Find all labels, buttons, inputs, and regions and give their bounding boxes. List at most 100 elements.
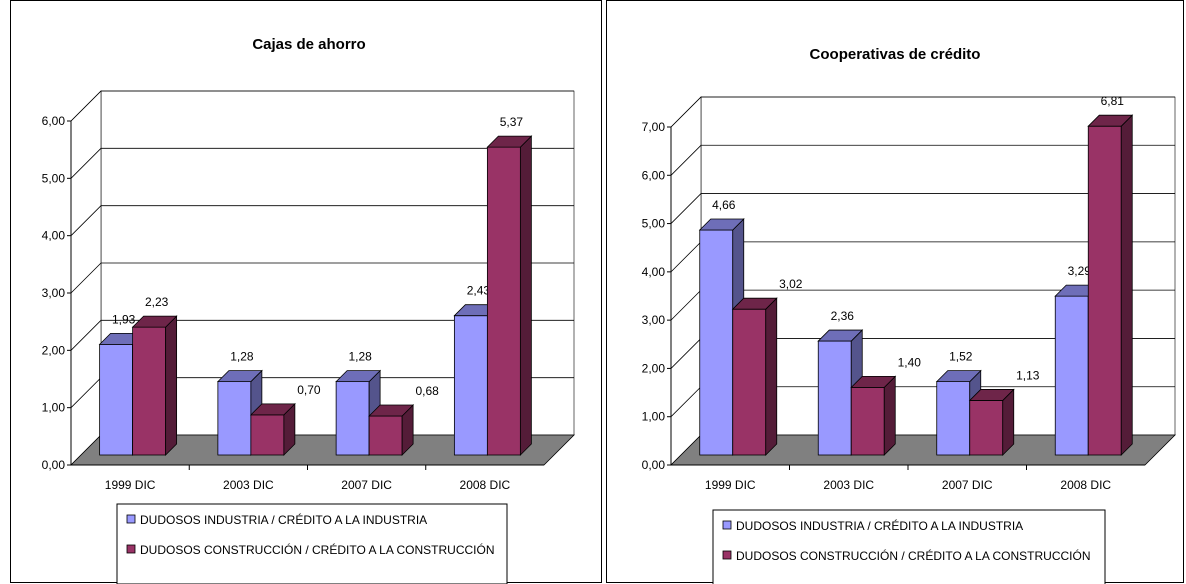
data-label: 1,93	[112, 312, 136, 326]
bar-top	[968, 389, 1015, 401]
y-tick-label: 4,00	[42, 229, 66, 243]
bar-front	[99, 343, 134, 456]
bar-top	[850, 375, 897, 388]
data-label: 3,29	[1068, 264, 1092, 278]
bar-side	[1120, 114, 1133, 456]
bar-front	[1054, 295, 1089, 456]
data-label: 6,81	[1101, 94, 1125, 108]
x-tick-label: 1999 DIC	[105, 478, 156, 492]
legend-swatch	[126, 514, 136, 524]
data-label: 2,36	[831, 309, 855, 323]
bar-front	[368, 415, 403, 456]
x-tick-label: 2003 DIC	[823, 478, 874, 492]
bar-top	[698, 218, 745, 231]
bar-construccion	[850, 375, 897, 456]
gridline	[70, 90, 574, 122]
legend	[712, 509, 1106, 584]
bar-top	[368, 404, 415, 417]
bar-front	[486, 146, 521, 456]
bar-front	[817, 340, 852, 456]
bar-top	[335, 370, 382, 383]
data-label: 3,02	[779, 277, 803, 291]
data-label: 1,28	[348, 350, 372, 364]
bar-front	[250, 414, 285, 456]
data-label: 1,52	[949, 350, 973, 364]
x-tick-label: 2003 DIC	[223, 478, 274, 492]
bar-front	[217, 381, 252, 456]
bar-construccion	[1087, 114, 1134, 456]
bar-construccion	[731, 297, 778, 456]
x-tick-label: 2007 DIC	[942, 478, 993, 492]
chart-title: Cooperativas de crédito	[810, 46, 981, 63]
legend	[116, 503, 508, 584]
data-label: 1,40	[898, 355, 922, 369]
y-tick-label: 2,00	[42, 343, 66, 357]
chart-panel-cajas-de-ahorro: Cajas de ahorro 0,00 1,00 2,00 3,00 4,00 5,00…	[10, 0, 602, 584]
bar-top	[486, 135, 533, 148]
bar-top	[817, 329, 864, 342]
bar-front	[132, 326, 167, 456]
bar-front	[850, 386, 885, 456]
bar-front	[335, 381, 370, 456]
gridline	[670, 96, 1175, 128]
legend-label: DUDOSOS CONSTRUCCIÓN / CRÉDITO A LA CONS…	[736, 548, 1091, 563]
bar-construccion	[368, 404, 415, 456]
y-tick-label: 5,00	[42, 171, 66, 185]
bar-side	[883, 375, 896, 456]
y-tick-label: 6,00	[642, 168, 666, 182]
gridline	[70, 147, 574, 179]
bar-side	[519, 135, 532, 456]
data-label: 1,13	[1016, 368, 1040, 382]
y-tick-label: 3,00	[642, 313, 666, 327]
bar-top	[216, 370, 263, 383]
bar-top	[1087, 114, 1134, 127]
legend-swatch	[722, 550, 732, 560]
bar-front	[453, 315, 488, 456]
data-label: 5,37	[500, 115, 524, 129]
legend-label: DUDOSOS INDUSTRIA / CRÉDITO A LA INDUSTR…	[736, 518, 1023, 533]
gridline	[670, 144, 1175, 176]
bar-top	[935, 370, 982, 383]
bar-construccion	[249, 402, 296, 456]
y-tick-label: 4,00	[642, 265, 666, 279]
y-tick-label: 2,00	[642, 361, 666, 375]
data-label: 2,43	[467, 284, 491, 298]
y-tick-label: 6,00	[42, 114, 66, 128]
x-tick-label: 1999 DIC	[705, 478, 756, 492]
data-label: 0,68	[415, 384, 439, 398]
gridline	[70, 319, 574, 351]
chart-panel-cooperativas-de-credito: Cooperativas de crédito 0,00 1,00 2,00 3,00…	[606, 0, 1184, 584]
y-tick-label: 7,00	[642, 120, 666, 134]
data-label: 0,70	[297, 383, 321, 397]
bar-side	[165, 315, 178, 456]
x-tick-label: 2007 DIC	[341, 478, 392, 492]
x-tick-label: 2008 DIC	[460, 478, 511, 492]
data-label: 1,28	[230, 350, 254, 364]
y-tick-label: 3,00	[42, 286, 66, 300]
gridline	[670, 193, 1175, 224]
x-tick-label: 2008 DIC	[1060, 478, 1111, 492]
chart-cooperativas-de-credito: Cooperativas de crédito 0,00 1,00 2,00 3,00…	[642, 46, 1176, 584]
bar-front	[732, 308, 767, 456]
data-label: 4,66	[712, 198, 736, 212]
bar-side	[765, 297, 778, 456]
gridline	[70, 205, 574, 236]
gridline	[70, 262, 574, 294]
bar-top	[249, 403, 296, 416]
bar-front	[936, 381, 971, 456]
chart-cajas-de-ahorro: Cajas de ahorro 0,00 1,00 2,00 3,00 4,00 5,00…	[42, 36, 575, 584]
legend-label: DUDOSOS CONSTRUCCIÓN / CRÉDITO A LA CONS…	[140, 542, 495, 557]
bar-front	[699, 229, 734, 456]
bar-top	[131, 315, 178, 328]
side-wall	[670, 96, 702, 466]
bar-front	[969, 400, 1004, 456]
y-tick-label: 1,00	[42, 401, 66, 415]
bar-front	[1087, 125, 1122, 456]
chart-title: Cajas de ahorro	[252, 36, 365, 53]
y-tick-label: 0,00	[642, 458, 666, 472]
y-tick-label: 0,00	[42, 458, 66, 472]
legend-label: DUDOSOS INDUSTRIA / CRÉDITO A LA INDUSTR…	[140, 512, 427, 527]
bar-top	[731, 297, 778, 310]
bar-construccion	[131, 315, 178, 456]
y-tick-label: 1,00	[642, 410, 666, 424]
